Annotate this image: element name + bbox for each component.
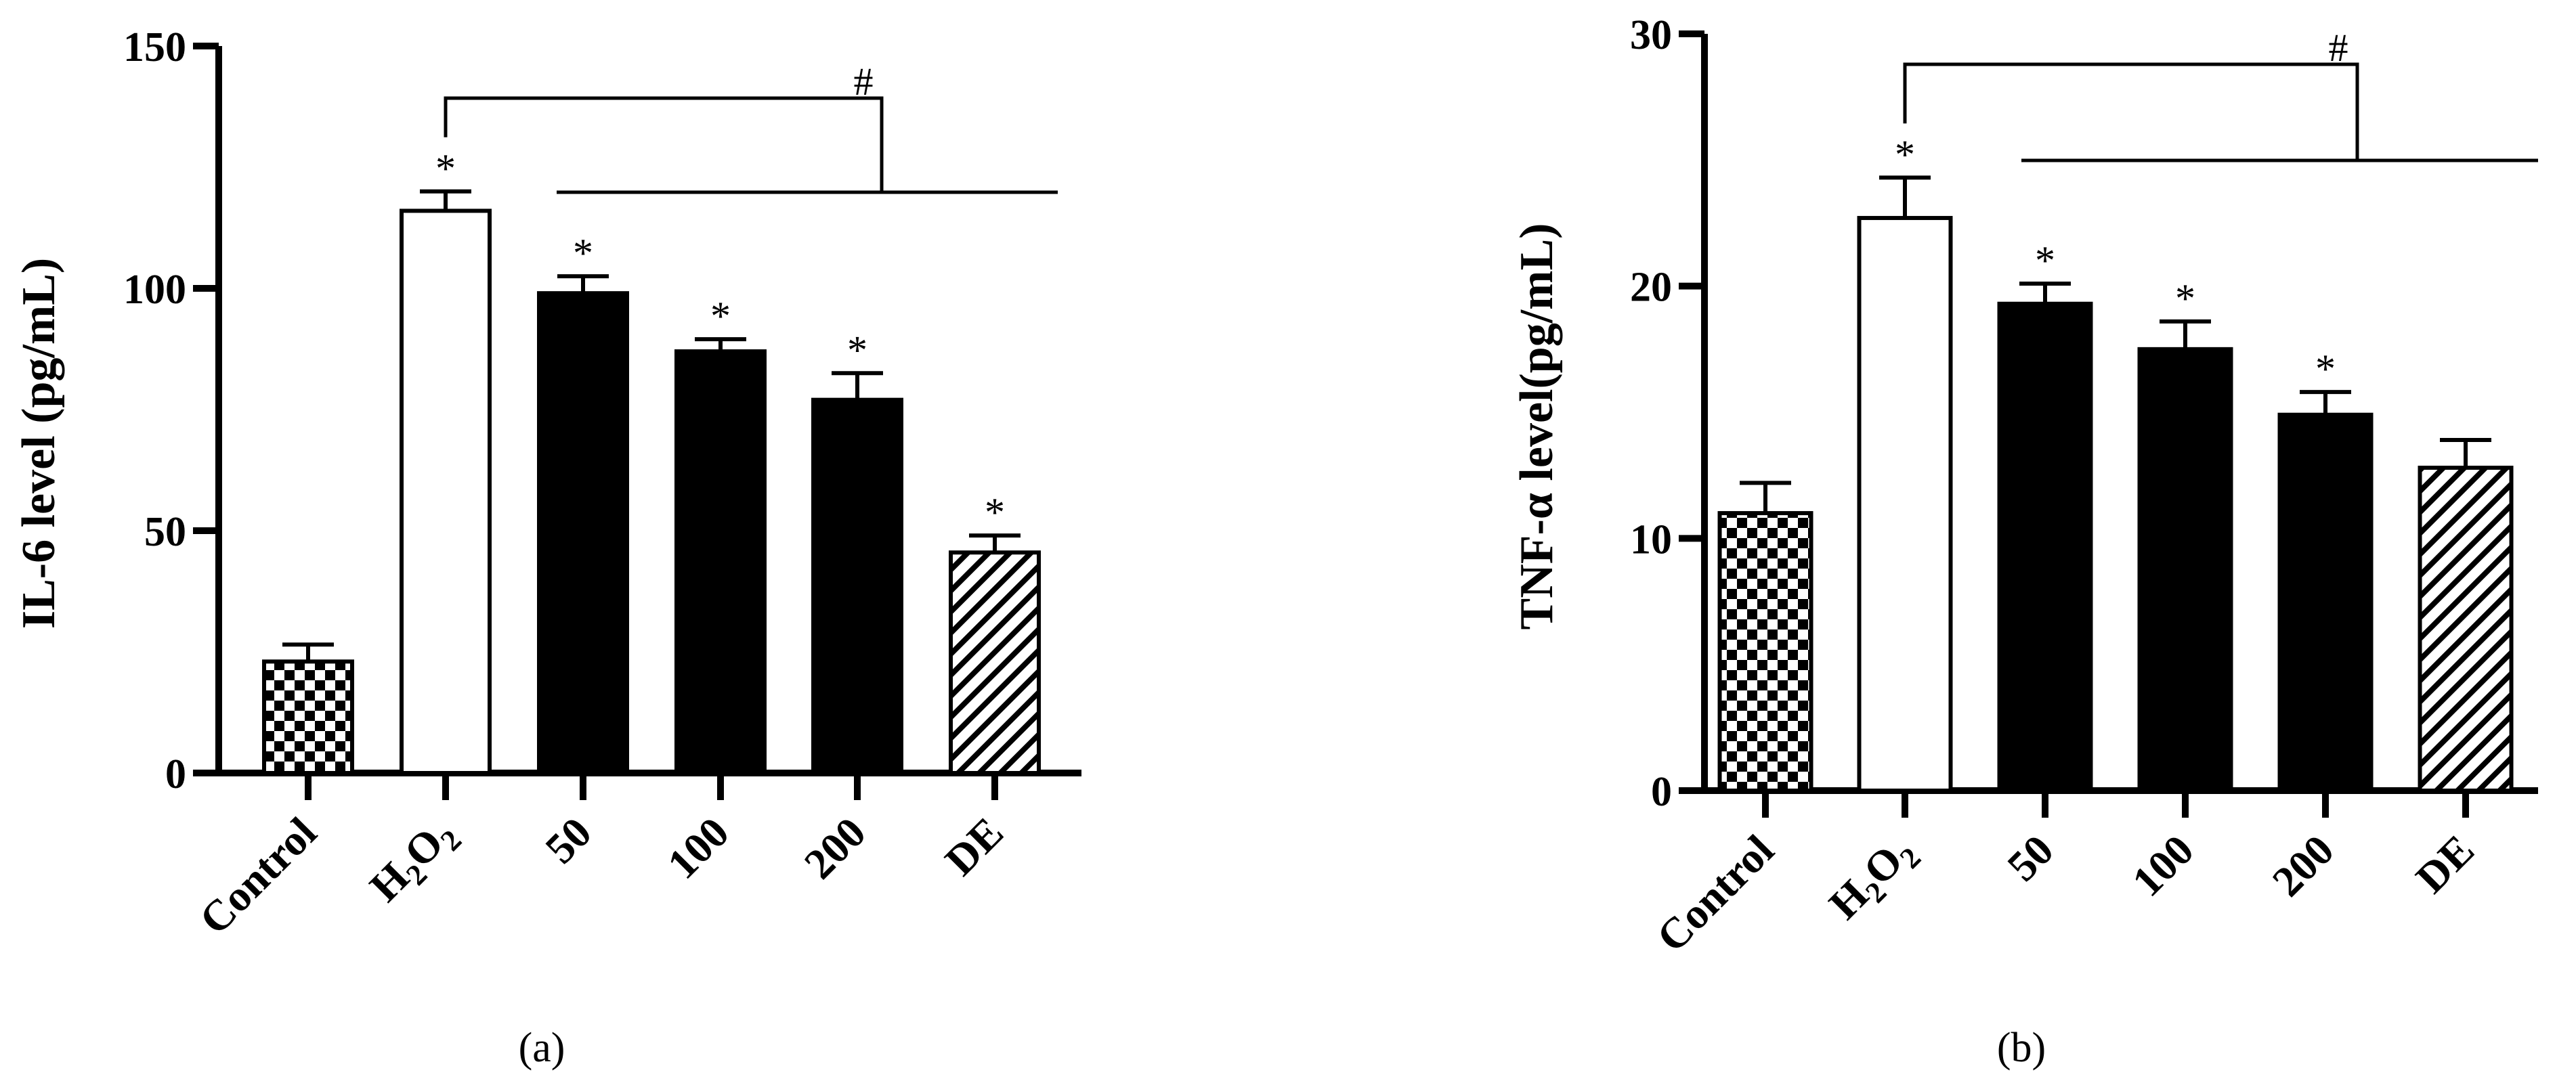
- comparison-bracket: [444, 96, 884, 192]
- significance-star: *: [985, 490, 1005, 535]
- bar: [949, 550, 1041, 775]
- x-tick-label: H2O2: [1820, 826, 1927, 933]
- y-tick-label: 50: [144, 509, 186, 555]
- x-tick-label: H2O2: [360, 808, 468, 916]
- bar: [674, 349, 767, 775]
- x-tick-label: 200: [2263, 826, 2343, 906]
- significance-hash: #: [2329, 26, 2348, 70]
- significance-star: *: [2175, 276, 2195, 321]
- x-tick-label: DE: [2407, 826, 2483, 902]
- significance-star: *: [710, 294, 731, 338]
- bar: [262, 659, 354, 775]
- panel-label: (b): [1997, 1025, 2046, 1071]
- y-tick-label: 0: [165, 751, 186, 797]
- comparison-bracket: [1903, 62, 2359, 160]
- x-tick-label: 50: [536, 808, 600, 873]
- significance-star: *: [2035, 238, 2055, 283]
- bar: [811, 397, 903, 775]
- significance-star: *: [573, 231, 593, 275]
- significance-star: *: [847, 328, 867, 372]
- significance-star: *: [435, 146, 456, 191]
- y-tick-label: 100: [123, 267, 186, 313]
- y-tick-label: 10: [1630, 516, 1672, 562]
- bar: [1857, 216, 1953, 793]
- significance-star: *: [1895, 132, 1915, 177]
- x-tick-label: 100: [2123, 826, 2203, 906]
- chart-panel-b: TNF-α level(pg/mL) (b) 0 10 20 30 Control * H2…: [1511, 12, 2538, 1071]
- x-tick-label: 200: [795, 808, 875, 888]
- bar: [1717, 511, 1813, 793]
- x-tick-label: 50: [1998, 826, 2062, 890]
- y-axis-label: IL-6 level (pg/mL): [13, 258, 65, 629]
- panel-label: (a): [519, 1025, 565, 1071]
- y-tick-label: 20: [1630, 265, 1672, 311]
- y-tick-label: 150: [123, 24, 186, 70]
- bar: [2137, 347, 2233, 793]
- bar: [400, 208, 492, 775]
- y-tick-label: 0: [1651, 769, 1672, 815]
- significance-star: *: [2315, 347, 2336, 391]
- y-axis-label: TNF-α level(pg/mL): [1511, 223, 1563, 630]
- bar: [2418, 465, 2514, 793]
- bar: [2277, 412, 2374, 793]
- bar: [537, 291, 629, 776]
- x-tick-label: Control: [1648, 826, 1783, 961]
- chart-panel-a: IL-6 level (pg/mL) (a) 0 50 100 150 Control *…: [13, 24, 1081, 1071]
- x-tick-label: Control: [190, 808, 326, 944]
- x-tick-label: DE: [936, 808, 1012, 885]
- significance-hash: #: [854, 60, 874, 104]
- y-tick-label: 30: [1630, 12, 1672, 58]
- x-tick-label: 100: [658, 808, 738, 888]
- bar: [1997, 301, 2093, 793]
